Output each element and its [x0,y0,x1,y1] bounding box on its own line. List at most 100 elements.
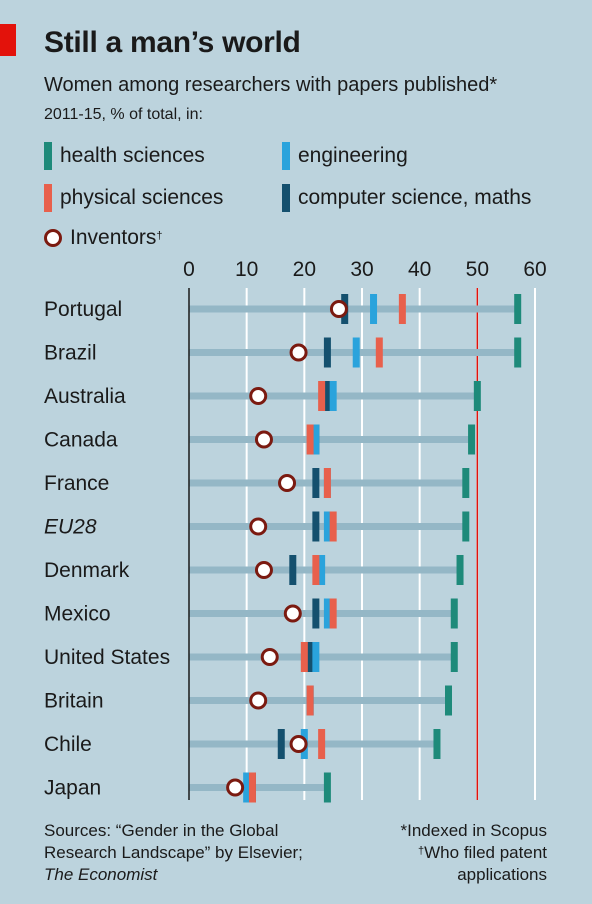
range-band-japan [189,784,328,791]
mark-cs-france [312,468,320,498]
mark-health-australia [473,381,481,411]
note-patent-text: Who filed patent [424,843,547,862]
mark-health-portugal [514,294,522,324]
legend-inventors-label: Inventors [70,226,157,249]
row-label-eu28: EU28 [44,516,97,539]
chart-subtitle-units: 2011-15, % of total, in: [44,106,203,123]
row-label-denmark: Denmark [44,559,130,582]
mark-inventors-japan [226,778,245,797]
range-band-chile [189,740,437,748]
row-label-australia: Australia [44,385,126,408]
legend-health-label: health sciences [60,144,205,167]
mark-health-britain [445,685,452,716]
legend-cs-label: computer science, maths [298,186,532,209]
range-band-united-states [189,653,455,661]
mark-cs-denmark [289,555,297,585]
legend-engineering-swatch [282,142,290,170]
mark-health-chile [433,729,441,759]
mark-health-france [462,468,470,498]
mark-physical-portugal [398,294,406,324]
mark-inventors-australia [249,387,268,405]
notes: *Indexed in Scopus †Who filed patent app… [327,820,548,886]
legend-engineering: engineering [282,142,408,170]
mark-engineering-mexico [323,598,331,629]
mark-physical-denmark [312,555,320,585]
note-scopus: *Indexed in Scopus [400,821,548,840]
mark-cs-eu28 [312,511,320,542]
chart-title: Still a man’s world [44,26,301,59]
mark-engineering-japan [243,772,251,803]
x-tick-label-30: 30 [350,258,373,281]
mark-physical-japan [248,772,256,803]
mark-engineering-portugal [370,294,378,324]
x-tick-label-40: 40 [408,258,431,281]
legend-physical-swatch [44,184,52,212]
mark-inventors-united-states [260,648,279,666]
mark-inventors-mexico [283,604,302,623]
mark-inventors-portugal [329,300,348,318]
mark-inventors-eu28 [249,517,268,536]
mark-physical-chile [318,729,326,759]
red-tag [0,24,16,56]
mark-physical-britain [306,685,314,716]
sources-line-1: Sources: “Gender in the Global [44,821,279,840]
mark-health-mexico [450,598,458,629]
x-tick-label-10: 10 [235,258,258,281]
note-applications: applications [457,865,547,884]
legend-cs: computer science, maths [282,184,531,212]
mark-physical-australia [318,381,326,411]
mark-engineering-united-states [312,642,320,672]
row-label-britain: Britain [44,690,104,713]
mark-physical-eu28 [329,511,337,542]
legend-inventors-mark: † [156,230,163,242]
mark-health-canada [468,424,476,455]
legend-physical: physical sciences [44,184,223,212]
mark-physical-brazil [375,337,383,368]
row-label-chile: Chile [44,733,92,756]
mark-cs-mexico [312,598,320,629]
mark-cs-united-states [306,642,314,672]
range-band-britain [189,697,449,704]
mark-cs-brazil [323,337,331,368]
mark-inventors-canada [254,430,273,449]
range-band-portugal [189,305,518,313]
mark-physical-united-states [300,642,308,672]
note-patent-mark: † [418,845,425,857]
x-tick-label-20: 20 [293,258,316,281]
legend-health-swatch [44,142,52,170]
x-tick-label-50: 50 [466,258,489,281]
range-band-mexico [189,610,455,617]
x-tick-label-0: 0 [183,258,195,281]
sources-line-2: Research Landscape” by Elsevier; [44,843,303,862]
chart-subtitle: Women among researchers with papers publ… [44,74,498,96]
row-label-japan: Japan [44,777,101,800]
row-label-canada: Canada [44,429,118,452]
x-tick-label-60: 60 [523,258,546,281]
mark-health-eu28 [462,511,470,542]
row-label-brazil: Brazil [44,342,97,365]
mark-physical-france [323,468,331,498]
legend-health: health sciences [44,142,205,170]
mark-inventors-britain [249,691,268,710]
sources-line-3: The Economist [44,865,158,884]
mark-physical-canada [306,424,314,455]
legend-cs-swatch [282,184,290,212]
mark-inventors-brazil [289,343,308,362]
row-label-mexico: Mexico [44,603,111,626]
mark-engineering-eu28 [323,511,331,542]
mark-engineering-denmark [318,555,326,585]
mark-inventors-france [278,474,297,492]
mark-inventors-chile [289,735,308,753]
legend-inventors-marker [44,229,62,247]
mark-physical-mexico [329,598,337,629]
legend-engineering-label: engineering [298,144,408,167]
mark-health-brazil [514,337,522,368]
note-patent: †Who filed patent [327,842,547,864]
row-label-portugal: Portugal [44,298,122,321]
mark-engineering-canada [312,424,320,455]
mark-cs-australia [323,381,331,411]
mark-cs-chile [277,729,285,759]
mark-health-united-states [450,642,458,672]
mark-engineering-australia [329,381,337,411]
